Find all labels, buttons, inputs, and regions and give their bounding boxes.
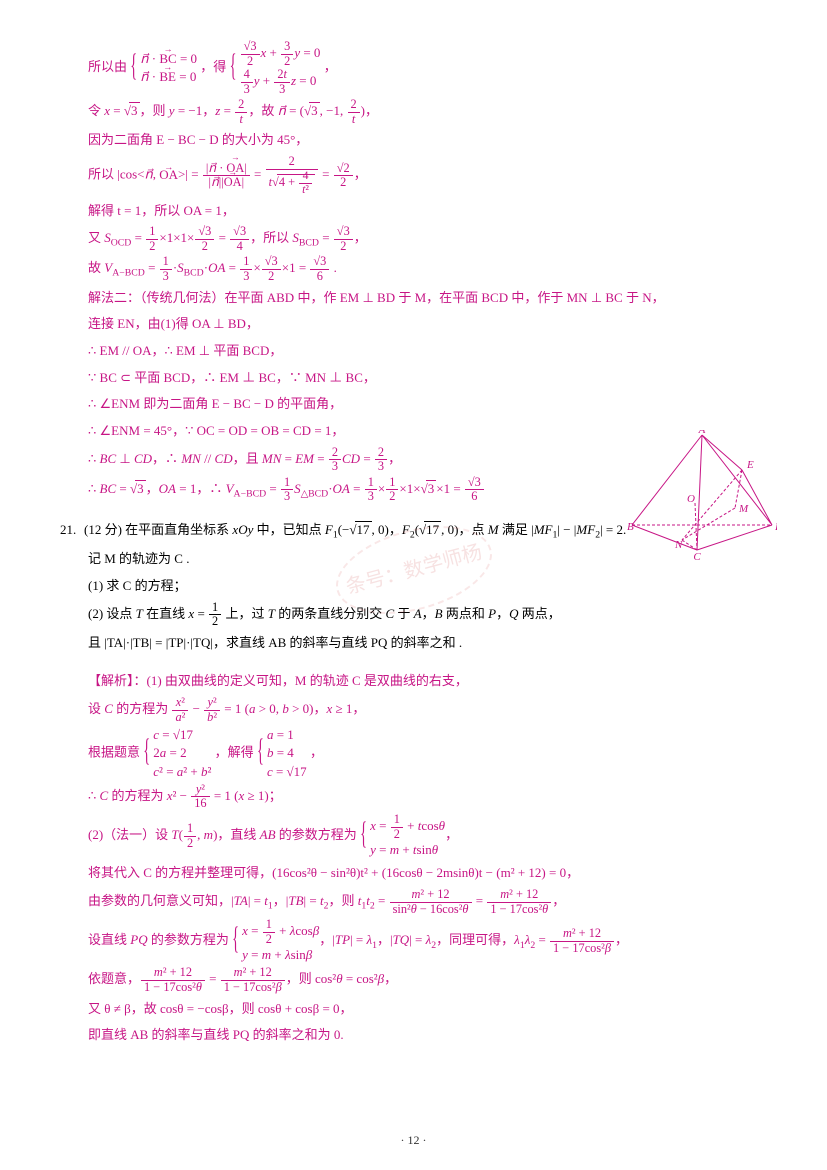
sol-line: 设直线 PQ 的参数方程为 x = 12 + λcosβ y = m + λsi… — [88, 918, 767, 964]
sol-line: ∵ BC ⊂ 平面 BCD，∴ EM ⊥ BC，∵ MN ⊥ BC， — [88, 366, 767, 391]
sol-line: 因为二面角 E − BC − D 的大小为 45°， — [88, 128, 767, 153]
text: ，得 — [200, 59, 226, 74]
sol-line: 故 VA−BCD = 13·SBCD·OA = 13×√32×1 = √36 . — [88, 255, 767, 283]
text: ， — [324, 59, 337, 74]
sol-line: 【解析】：(1) 由双曲线的定义可知，M 的轨迹 C 是双曲线的右支， — [88, 669, 767, 694]
tetrahedron-figure: A B C D E M N O — [627, 430, 777, 560]
sol-line: 所以由 n⃗ · BC = 0 n⃗ · BE = 0 ，得 √32x + 32… — [88, 40, 767, 96]
page-number: · 12 · — [0, 1129, 827, 1152]
sol-line: 设 C 的方程为 x²a² − y²b² = 1 (a > 0, b > 0)，… — [88, 696, 767, 724]
sol-line: 所以 |cos<n⃗, OA>| = |n⃗ · OA||n⃗||OA| = 2… — [88, 155, 767, 196]
svg-text:M: M — [738, 503, 749, 515]
sol-line: 根据题意 c = √17 2a = 2 c² = a² + b² ，解得 a =… — [88, 726, 767, 781]
svg-text:A: A — [698, 430, 706, 436]
svg-text:B: B — [627, 521, 634, 533]
svg-text:O: O — [687, 493, 695, 505]
sol-line: 依题意，m² + 121 − 17cos²θ = m² + 121 − 17co… — [88, 966, 767, 994]
svg-text:N: N — [674, 539, 683, 551]
sol-line: 连接 EN，由(1)得 OA ⊥ BD， — [88, 312, 767, 337]
sol-line: 解得 t = 1，所以 OA = 1， — [88, 199, 767, 224]
sol-line: 又 θ ≠ β，故 cosθ = −cosβ，则 cosθ + cosβ = 0… — [88, 997, 767, 1022]
question-number: 21. — [60, 518, 84, 543]
sol-line: 令 x = 3，则 y = −1，z = 2t，故 n⃗ = (3, −1, 2… — [88, 98, 767, 126]
text: 所以由 — [88, 59, 127, 74]
sol-line: 即直线 AB 的斜率与直线 PQ 的斜率之和为 0. — [88, 1023, 767, 1048]
sol-line: 将其代入 C 的方程并整理可得，(16cos²θ − sin²θ)t² + (1… — [88, 861, 767, 886]
svg-text:E: E — [746, 459, 754, 471]
sol-line: 解法二：（传统几何法）在平面 ABD 中，作 EM ⊥ BD 于 M，在平面 B… — [88, 286, 767, 311]
q21-part1: (1) 求 C 的方程； — [88, 574, 767, 599]
sol-line: 由参数的几何意义可知，|TA| = t1，|TB| = t2，则 t1t2 = … — [88, 888, 767, 916]
solution-21: 【解析】：(1) 由双曲线的定义可知，M 的轨迹 C 是双曲线的右支， 设 C … — [60, 669, 767, 1048]
svg-text:C: C — [693, 551, 701, 560]
svg-text:D: D — [774, 521, 777, 533]
sol-line: ∴ EM // OA，∴ EM ⊥ 平面 BCD， — [88, 339, 767, 364]
sol-line: ∴ C 的方程为 x² − y²16 = 1 (x ≥ 1)； — [88, 783, 767, 811]
q21-part2: (2) 设点 T 在直线 x = 12 上，过 T 的两条直线分别交 C 于 A… — [88, 601, 767, 629]
q21-part2b: 且 |TA|·|TB| = |TP|·|TQ|，求直线 AB 的斜率与直线 PQ… — [88, 631, 767, 656]
sol-line: (2)（法一）设 T(12, m)，直线 AB 的参数方程为 x = 12 + … — [88, 813, 767, 859]
sol-line: ∴ ∠ENM 即为二面角 E − BC − D 的平面角， — [88, 392, 767, 417]
brace-system-2: √32x + 32y = 0 43y + 2t3z = 0 — [230, 40, 321, 96]
brace-system-1: n⃗ · BC = 0 n⃗ · BE = 0 — [130, 50, 197, 86]
sol-line: 又 SOCD = 12×1×1×√32 = √34，所以 SBCD = √32， — [88, 225, 767, 253]
